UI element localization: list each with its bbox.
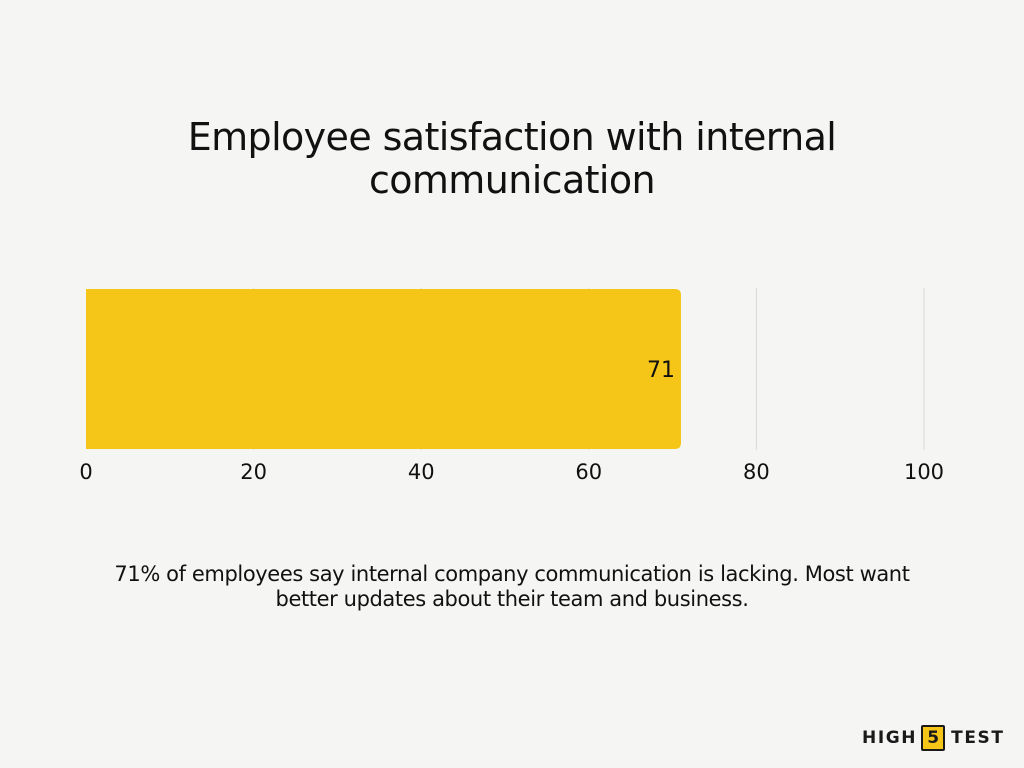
- bar-value-label-0: 71: [647, 358, 675, 383]
- bar-labels: 71: [647, 358, 675, 383]
- x-tick-label-80: 80: [743, 460, 770, 484]
- high5test-logo: HIGH 5 TEST: [862, 725, 1005, 751]
- chart-title: Employee satisfaction with internal comm…: [187, 115, 837, 202]
- bar-0: [86, 289, 681, 449]
- x-tick-label-40: 40: [408, 460, 435, 484]
- x-tick-label-60: 60: [575, 460, 602, 484]
- bars: [86, 289, 681, 449]
- x-tick-label-20: 20: [240, 460, 267, 484]
- logo-text-left: HIGH: [862, 728, 918, 748]
- x-tick-label-100: 100: [904, 460, 944, 484]
- x-tick-label-0: 0: [79, 460, 92, 484]
- logo-number-badge: 5: [921, 725, 946, 751]
- logo-text-right: TEST: [951, 728, 1005, 748]
- x-axis-ticks: 0 20 40 60 80 100: [79, 460, 944, 484]
- chart-caption: 71% of employees say internal company co…: [114, 562, 910, 611]
